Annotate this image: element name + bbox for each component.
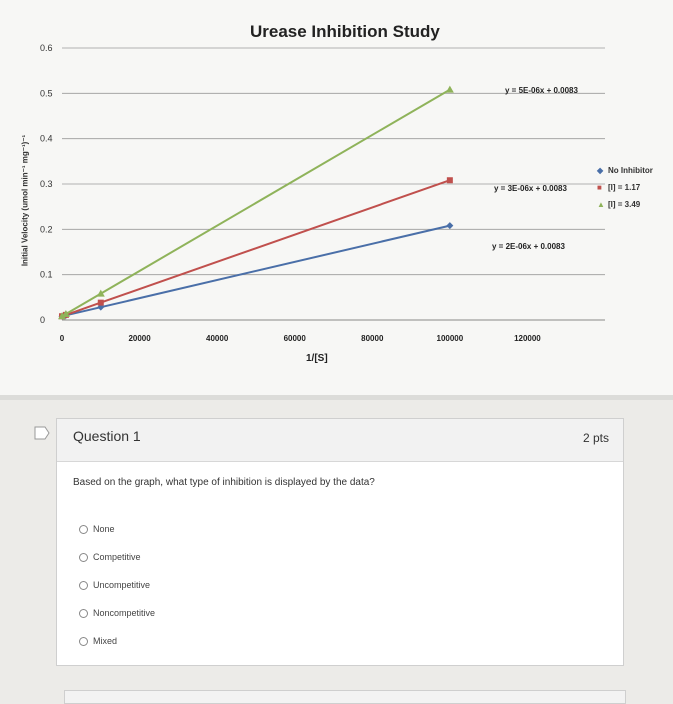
data-point-diamond (446, 222, 454, 230)
radio-button[interactable] (79, 524, 88, 534)
y-tick-label: 0 (40, 315, 45, 325)
next-question-card (64, 690, 626, 704)
question-text: Based on the graph, what type of inhibit… (73, 477, 375, 488)
flag-question-icon[interactable] (33, 426, 51, 440)
trendline-equation-no-inhibitor: y = 2E-06x + 0.0083 (492, 242, 565, 251)
x-tick-label: 40000 (206, 334, 229, 343)
diamond-marker-icon: ◆ (597, 166, 604, 175)
square-marker-icon: ■ (597, 183, 602, 192)
answer-options: None Competitive Uncompetitive Noncompet… (79, 515, 155, 655)
question-card: Question 1 2 pts Based on the graph, wha… (56, 418, 624, 666)
x-tick-label: 100000 (437, 334, 464, 343)
series-line-0 (61, 224, 451, 318)
trendline-equation-inhibitor-2: y = 5E-06x + 0.0083 (505, 86, 578, 95)
x-tick-label: 120000 (514, 334, 541, 343)
data-point-square (446, 177, 453, 184)
x-tick-label: 0 (60, 334, 65, 343)
question-title: Question 1 (73, 428, 141, 444)
y-tick-label: 0.1 (40, 270, 53, 280)
x-tick-label: 60000 (284, 334, 307, 343)
data-point-triangle (445, 85, 454, 93)
y-tick-label: 0.3 (40, 179, 53, 189)
option-competitive[interactable]: Competitive (79, 543, 155, 571)
y-tick-label: 0.2 (40, 224, 53, 234)
option-mixed[interactable]: Mixed (79, 627, 155, 655)
y-axis-title: Initial Velocity (umol min⁻¹ mg⁻¹)⁻¹ (20, 134, 30, 267)
question-points: 2 pts (582, 431, 609, 445)
data-point-triangle (58, 312, 66, 320)
option-uncompetitive[interactable]: Uncompetitive (79, 571, 155, 599)
data-point-triangle (96, 289, 105, 297)
legend-item-inhibitor-2: ▲ [I] = 3.49 (597, 196, 653, 213)
x-tick-label: 80000 (361, 334, 384, 343)
y-tick-label: 0.5 (40, 88, 53, 98)
y-tick-label: 0.4 (40, 134, 53, 144)
chart-legend: ◆ No Inhibitor ■ [I] = 1.17 ▲ [I] = 3.49 (597, 162, 653, 213)
lineweaver-burk-chart: 0 0.1 0.2 0.3 0.4 0.5 0.6 0 20000 40000 60000 80000… (40, 43, 605, 343)
question-header: Question 1 2 pts (57, 419, 623, 462)
option-none[interactable]: None (79, 515, 155, 543)
y-tick-label: 0.6 (40, 43, 53, 53)
chart-title: Urease Inhibition Study (250, 22, 440, 41)
triangle-marker-icon: ▲ (597, 200, 605, 209)
chart-panel: 0 0.1 0.2 0.3 0.4 0.5 0.6 0 20000 40000 60000 80000… (0, 0, 673, 395)
series-line-2 (61, 88, 451, 318)
legend-item-no-inhibitor: ◆ No Inhibitor (597, 162, 653, 179)
trendline-equation-inhibitor-1: y = 3E-06x + 0.0083 (494, 184, 567, 193)
radio-button[interactable] (79, 552, 88, 562)
option-noncompetitive[interactable]: Noncompetitive (79, 599, 155, 627)
series-line-1 (61, 179, 451, 318)
data-point-square (97, 299, 104, 306)
legend-item-inhibitor-1: ■ [I] = 1.17 (597, 179, 653, 196)
radio-button[interactable] (79, 608, 88, 618)
section-divider (0, 395, 673, 400)
x-tick-label: 20000 (128, 334, 151, 343)
data-point-triangle (61, 309, 70, 317)
x-axis-title: 1/[S] (306, 353, 328, 364)
radio-button[interactable] (79, 636, 88, 646)
radio-button[interactable] (79, 580, 88, 590)
